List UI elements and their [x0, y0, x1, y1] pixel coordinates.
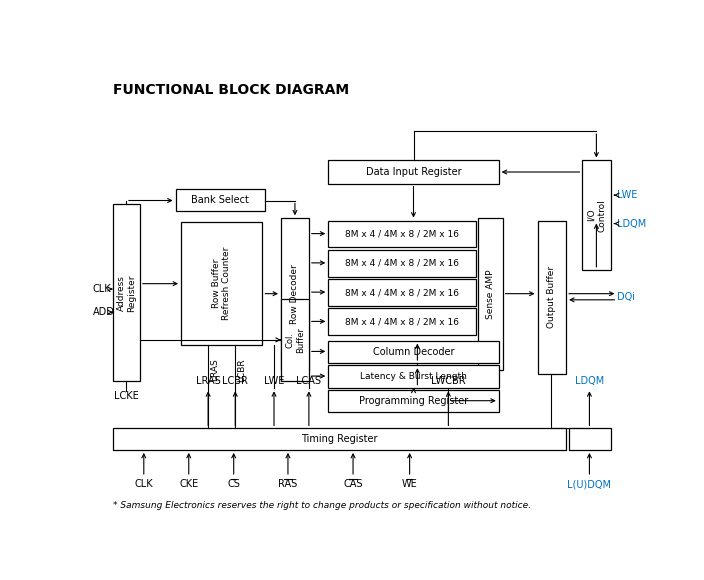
Text: LRAS: LRAS	[210, 358, 219, 381]
Text: LCBR: LCBR	[237, 358, 246, 382]
Bar	[537, 220, 566, 374]
Bar	[328, 279, 475, 306]
Text: L(U)DQM: L(U)DQM	[567, 479, 612, 490]
Text: LRAS: LRAS	[196, 376, 220, 386]
Bar	[328, 250, 475, 277]
Text: I/O
Control: I/O Control	[587, 199, 606, 231]
Text: 8M x 4 / 4M x 8 / 2M x 16: 8M x 4 / 4M x 8 / 2M x 16	[345, 288, 459, 297]
Text: 8M x 4 / 4M x 8 / 2M x 16: 8M x 4 / 4M x 8 / 2M x 16	[345, 317, 459, 327]
Bar	[328, 309, 475, 335]
Text: Programming Register: Programming Register	[359, 396, 468, 406]
Text: LWE: LWE	[617, 190, 638, 200]
Text: LCBR: LCBR	[222, 376, 249, 386]
Text: ADD: ADD	[93, 307, 115, 317]
Text: CLK: CLK	[134, 479, 153, 490]
Bar	[181, 222, 263, 345]
Bar	[569, 429, 611, 450]
Bar	[281, 218, 309, 370]
Text: FUNCTIONAL BLOCK DIAGRAM: FUNCTIONAL BLOCK DIAGRAM	[113, 84, 349, 97]
Text: Row Buffer
Refresh Counter: Row Buffer Refresh Counter	[212, 247, 232, 320]
Bar	[281, 299, 309, 382]
Text: Address
Register: Address Register	[117, 274, 136, 311]
Text: LDQM: LDQM	[574, 376, 604, 386]
Bar	[328, 161, 498, 183]
Text: WE: WE	[402, 479, 417, 490]
Text: CAS: CAS	[344, 479, 363, 490]
Text: * Samsung Electronics reserves the right to change products or specification wit: * Samsung Electronics reserves the right…	[113, 501, 531, 510]
Text: Timing Register: Timing Register	[301, 434, 378, 444]
Text: CS: CS	[227, 479, 240, 490]
Bar	[582, 161, 611, 270]
Text: Output Buffer: Output Buffer	[547, 266, 556, 328]
Text: DQi: DQi	[617, 292, 635, 302]
Text: Column Decoder: Column Decoder	[372, 347, 454, 357]
Text: RAS: RAS	[278, 479, 298, 490]
Bar	[328, 365, 498, 387]
Text: LDQM: LDQM	[617, 219, 646, 229]
Bar	[113, 204, 140, 382]
Text: LCAS: LCAS	[296, 376, 321, 386]
Text: CLK: CLK	[93, 284, 111, 294]
Bar	[328, 340, 498, 363]
Text: 8M x 4 / 4M x 8 / 2M x 16: 8M x 4 / 4M x 8 / 2M x 16	[345, 230, 459, 238]
Text: Col.
Buffer: Col. Buffer	[285, 327, 305, 353]
Text: CKE: CKE	[179, 479, 199, 490]
Text: Latency & Burst Length: Latency & Burst Length	[360, 372, 467, 381]
Bar	[478, 218, 503, 370]
Text: LWE: LWE	[264, 376, 284, 386]
Text: LWCBR: LWCBR	[431, 376, 465, 386]
Bar	[175, 189, 265, 211]
Text: Sense AMP: Sense AMP	[486, 269, 495, 319]
Text: LCKE: LCKE	[113, 392, 139, 401]
Text: 8M x 4 / 4M x 8 / 2M x 16: 8M x 4 / 4M x 8 / 2M x 16	[345, 259, 459, 268]
Bar	[113, 429, 566, 450]
Text: Data Input Register: Data Input Register	[365, 167, 461, 177]
Bar	[328, 390, 498, 412]
Text: Row Decoder: Row Decoder	[291, 264, 299, 324]
Bar	[328, 220, 475, 248]
Text: Bank Select: Bank Select	[191, 195, 249, 205]
